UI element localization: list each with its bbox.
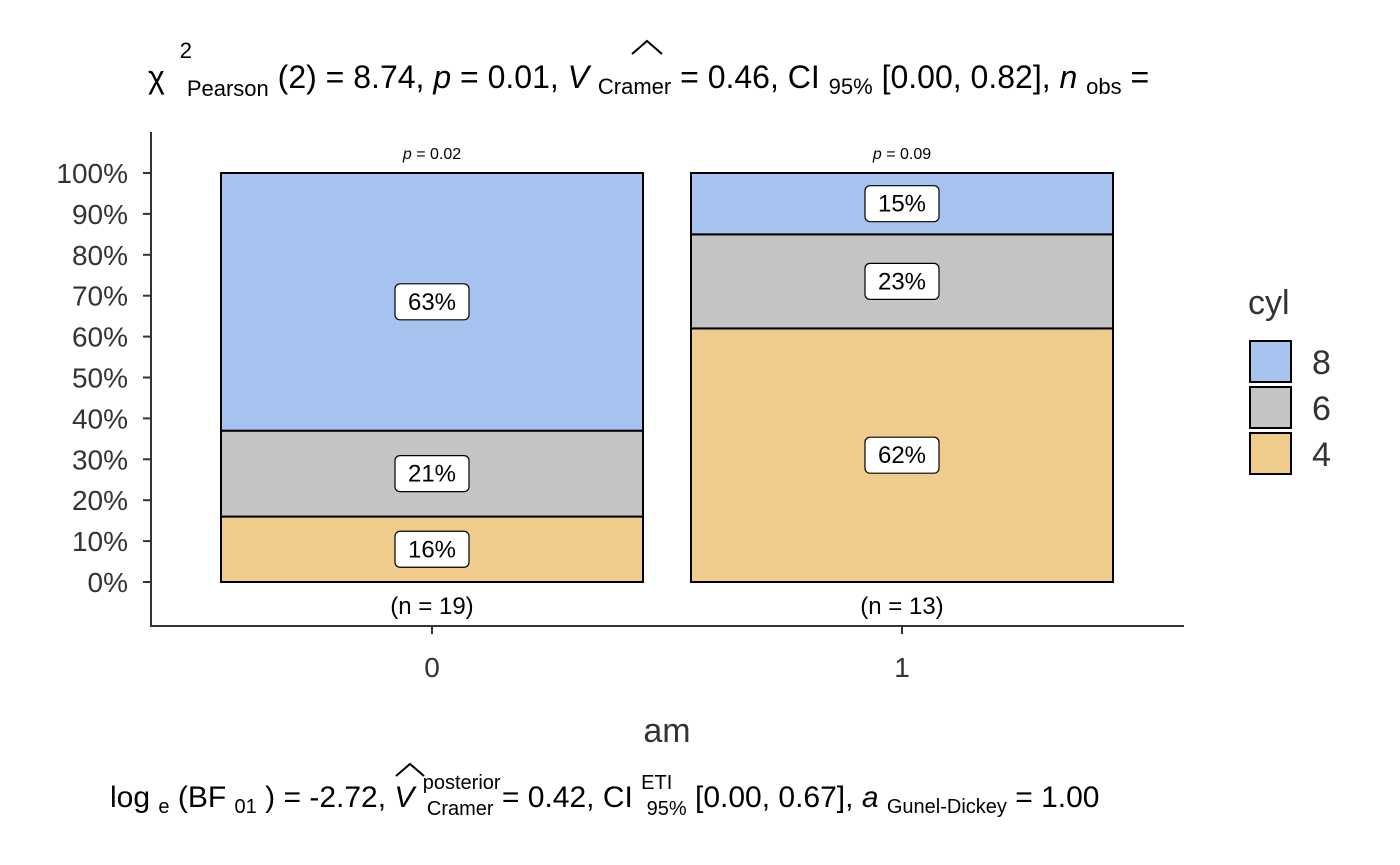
y-tick-label: 0% — [88, 567, 128, 598]
legend-title: cyl — [1248, 284, 1290, 322]
legend: cyl 8 6 4 — [1248, 284, 1331, 475]
caption-ci-subscript: 95% — [647, 798, 687, 820]
data-label-box — [394, 283, 470, 321]
title-n-subscript: obs — [1086, 74, 1121, 99]
caption-bf-open: (BF — [178, 781, 226, 814]
y-tick-label: 60% — [72, 322, 128, 353]
legend-entry-label: 8 — [1312, 344, 1331, 382]
p-value-label: p = 0.02 — [402, 146, 461, 163]
title-ci-subscript: 95% — [829, 74, 873, 99]
data-label: 23% — [878, 268, 926, 295]
y-tick-label: 80% — [72, 240, 128, 271]
legend-entry-label: 4 — [1312, 436, 1331, 474]
title-chi-superscript: 2 — [180, 38, 192, 63]
y-tick-label: 10% — [72, 526, 128, 557]
p-value-number: 0.02 — [430, 146, 461, 163]
data-label-box — [394, 455, 470, 493]
p-value-number: 0.09 — [900, 146, 931, 163]
caption-bf-close: ) — [265, 781, 275, 814]
title-v-hat — [631, 39, 663, 55]
data-label: 16% — [408, 536, 456, 563]
caption-a-value: = 1.00 — [1015, 781, 1099, 814]
title-n-symbol: n — [1059, 59, 1077, 95]
data-label: 21% — [408, 461, 456, 488]
caption-ci-superscript: ETI — [641, 772, 672, 794]
caption-log-subscript: e — [158, 796, 169, 818]
caption-a-subscript: Gunel-Dickey — [887, 796, 1007, 818]
plot-area: 0% 10% 20% 30% 40% 50% 60% 70% 80% 90% 100% 16% 21% 6… — [56, 146, 1114, 683]
p-value-symbol: p — [402, 146, 412, 163]
p-value-equals: = — [882, 146, 900, 163]
chart-title: χ 2 Pearson (2) = 8.74, p = 0.01, V Cram… — [148, 29, 1149, 103]
chart-caption: log e (BF 01 ) = -2.72, V posterior Cram… — [110, 762, 1099, 822]
y-tick-label: 50% — [72, 363, 128, 394]
x-tick-label: 0 — [424, 652, 440, 683]
data-label: 63% — [408, 289, 456, 316]
p-value-label: p = 0.09 — [872, 146, 931, 163]
svg-text:χ 2 Pearson: χ 2 Pearson (2) = 8.74, p = 0.01, V Cram… — [148, 29, 1149, 103]
legend-swatch — [1249, 386, 1292, 429]
legend-swatch — [1249, 432, 1292, 475]
data-label: 15% — [878, 191, 926, 218]
title-v-value: = 0.46, CI — [680, 59, 820, 95]
y-tick-label: 30% — [72, 444, 128, 475]
caption-log: log — [110, 781, 150, 814]
title-chi-symbol: χ — [148, 59, 165, 95]
title-ci-value: [0.00, 0.82], — [882, 59, 1060, 95]
y-tick-label: 20% — [72, 485, 128, 516]
title-n-value: = — [1131, 59, 1150, 95]
title-v-symbol: V — [568, 59, 592, 95]
y-tick-label: 100% — [56, 158, 128, 189]
p-value-equals: = — [412, 146, 430, 163]
legend-swatch — [1249, 340, 1292, 383]
title-chi-subscript: Pearson — [187, 76, 269, 101]
title-v-subscript: Cramer — [598, 74, 671, 99]
caption-v-hat — [395, 762, 425, 777]
title-df-value: (2) = 8.74, — [278, 59, 434, 95]
legend-entry-label: 6 — [1312, 390, 1331, 428]
data-label: 62% — [878, 442, 926, 469]
data-label-box — [864, 436, 940, 474]
y-tick-label: 40% — [72, 403, 128, 434]
title-p-symbol: p — [432, 59, 451, 95]
n-count-label: (n = 19) — [390, 593, 473, 620]
x-tick-label: 1 — [894, 652, 910, 683]
caption-v-value: = 0.42, CI — [502, 781, 633, 814]
data-label-box — [864, 185, 940, 223]
p-value-symbol: p — [872, 146, 882, 163]
caption-bf-value: = -2.72, — [283, 781, 394, 814]
caption-bf-subscript: 01 — [235, 796, 257, 818]
caption-v-symbol: V — [394, 781, 417, 814]
data-label-box — [394, 530, 470, 568]
x-axis-title: am — [643, 712, 690, 750]
y-tick-label: 90% — [72, 199, 128, 230]
caption-v-subscript: Cramer — [427, 798, 494, 820]
title-p-value: = 0.01, — [460, 59, 568, 95]
data-label-box — [864, 262, 940, 300]
y-tick-label: 70% — [72, 281, 128, 312]
caption-ci-value: [0.00, 0.67], — [695, 781, 862, 814]
svg-text:log e (BF 01: log e (BF 01 ) = -2.72, V posterior Cram… — [110, 763, 1099, 822]
n-count-label: (n = 13) — [860, 593, 943, 620]
caption-v-superscript: posterior — [423, 772, 501, 794]
caption-a-symbol: a — [862, 781, 879, 814]
